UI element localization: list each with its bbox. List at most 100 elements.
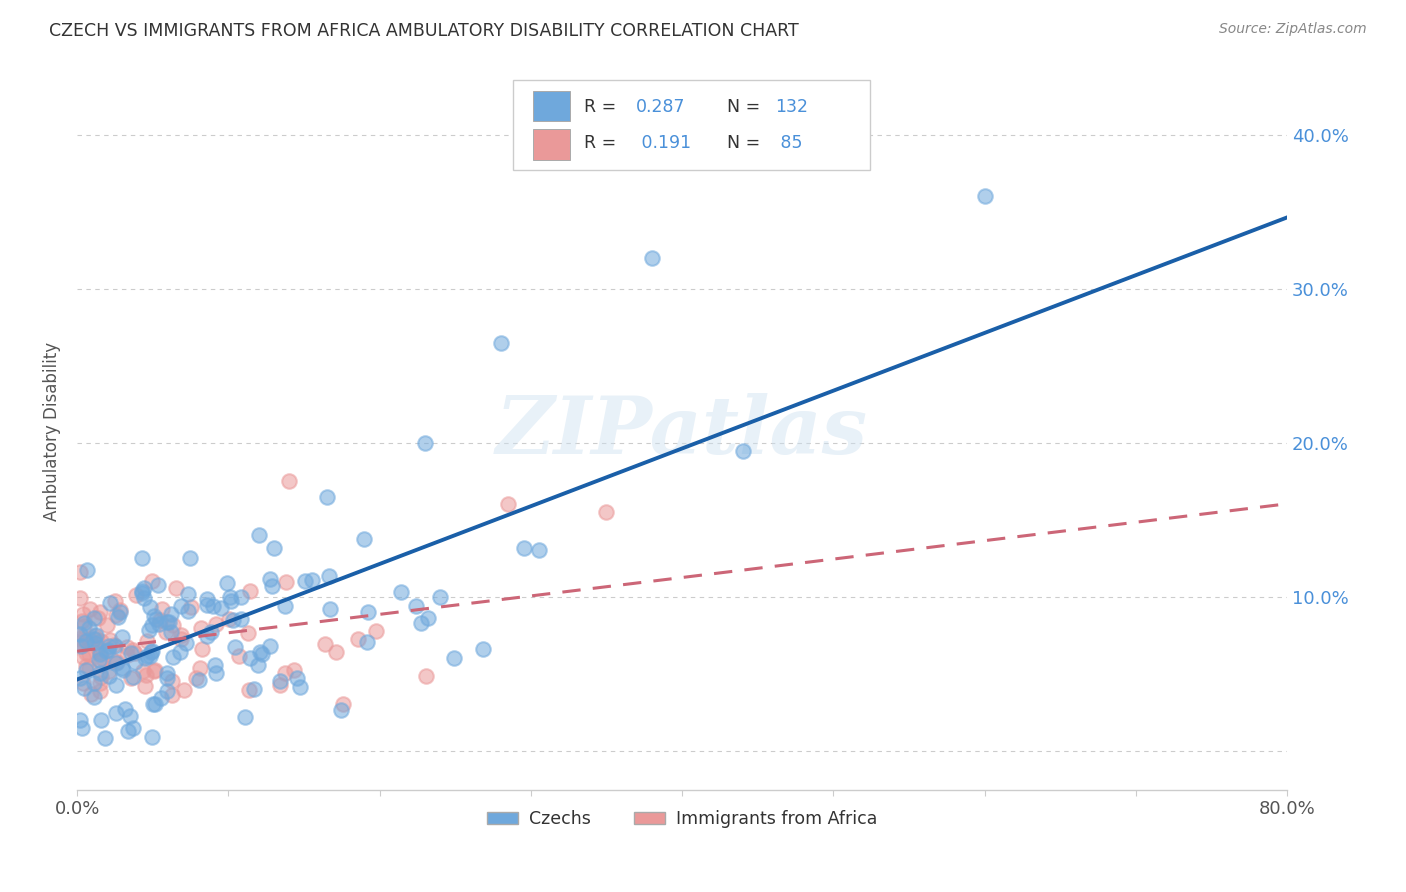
Point bbox=[159, 607, 181, 622]
Point bbox=[200, 624, 222, 639]
Point bbox=[731, 443, 754, 458]
Point bbox=[190, 621, 212, 635]
Point bbox=[89, 684, 111, 698]
Text: R =: R = bbox=[583, 134, 621, 152]
Point bbox=[89, 605, 111, 619]
Point bbox=[69, 591, 91, 606]
Point bbox=[357, 605, 380, 619]
Point bbox=[150, 691, 173, 706]
Y-axis label: Ambulatory Disability: Ambulatory Disability bbox=[44, 342, 60, 521]
Point bbox=[973, 189, 995, 203]
Point bbox=[228, 649, 250, 664]
Point bbox=[90, 670, 112, 684]
Point bbox=[131, 584, 153, 599]
Point bbox=[86, 628, 108, 642]
Point bbox=[98, 632, 121, 647]
Point bbox=[132, 581, 155, 595]
Point bbox=[156, 665, 179, 680]
Point bbox=[69, 713, 91, 727]
Point bbox=[219, 594, 242, 608]
Point bbox=[134, 679, 156, 693]
Point bbox=[174, 636, 197, 650]
Point bbox=[415, 668, 437, 682]
Point bbox=[239, 651, 262, 665]
Point bbox=[143, 697, 166, 711]
Point bbox=[83, 690, 105, 705]
Point bbox=[131, 550, 153, 565]
Point bbox=[111, 661, 134, 675]
FancyBboxPatch shape bbox=[513, 80, 870, 169]
Point bbox=[246, 658, 269, 673]
Text: R =: R = bbox=[583, 98, 621, 116]
Point bbox=[418, 610, 440, 624]
Point bbox=[97, 640, 120, 654]
Point bbox=[471, 641, 494, 656]
Point bbox=[124, 646, 146, 660]
Point bbox=[131, 586, 153, 600]
Point bbox=[169, 599, 191, 613]
Point bbox=[218, 612, 240, 626]
Point bbox=[72, 607, 94, 621]
Point bbox=[221, 613, 243, 627]
Point bbox=[170, 628, 193, 642]
Point bbox=[89, 676, 111, 690]
Point bbox=[135, 649, 157, 664]
Point bbox=[191, 642, 214, 657]
Point bbox=[69, 634, 91, 648]
Point bbox=[173, 683, 195, 698]
Text: 0.191: 0.191 bbox=[636, 134, 692, 152]
Point bbox=[111, 630, 134, 644]
Point bbox=[443, 651, 465, 665]
Point bbox=[96, 618, 118, 632]
Text: ZIPatlas: ZIPatlas bbox=[496, 392, 868, 470]
Point bbox=[411, 615, 433, 630]
Point bbox=[184, 672, 207, 686]
Point bbox=[72, 650, 94, 665]
Point bbox=[142, 697, 165, 711]
Point bbox=[250, 647, 273, 661]
Point bbox=[332, 697, 354, 711]
Point bbox=[238, 683, 260, 698]
Point bbox=[69, 565, 91, 579]
Point bbox=[104, 639, 127, 653]
Point bbox=[79, 601, 101, 615]
Point bbox=[239, 583, 262, 598]
Point bbox=[204, 658, 226, 673]
Point bbox=[195, 629, 218, 643]
Point bbox=[124, 656, 146, 670]
Point bbox=[73, 681, 96, 695]
Point bbox=[188, 661, 211, 675]
Point bbox=[209, 600, 232, 615]
Point bbox=[90, 713, 112, 727]
Point bbox=[155, 671, 177, 685]
Point bbox=[595, 505, 617, 519]
Point bbox=[413, 435, 436, 450]
Point bbox=[134, 591, 156, 605]
Point bbox=[489, 335, 512, 350]
Point bbox=[94, 644, 117, 658]
Point bbox=[117, 648, 139, 662]
Point bbox=[356, 635, 378, 649]
Point bbox=[83, 636, 105, 650]
Point bbox=[70, 721, 93, 735]
Text: N =: N = bbox=[727, 98, 766, 116]
Point bbox=[83, 629, 105, 643]
Point bbox=[205, 665, 228, 680]
Point bbox=[90, 634, 112, 648]
Point bbox=[148, 617, 170, 632]
Text: 132: 132 bbox=[775, 98, 808, 116]
Point bbox=[75, 664, 97, 678]
Point bbox=[69, 632, 91, 647]
Point bbox=[104, 594, 127, 608]
Point bbox=[156, 683, 179, 698]
Point bbox=[76, 646, 98, 660]
Point bbox=[75, 634, 97, 648]
Point bbox=[288, 680, 311, 694]
Point bbox=[118, 709, 141, 723]
Text: N =: N = bbox=[727, 134, 766, 152]
Point bbox=[263, 541, 285, 555]
Point bbox=[177, 604, 200, 618]
Point bbox=[247, 528, 270, 542]
Point bbox=[157, 615, 180, 630]
Point bbox=[249, 644, 271, 658]
